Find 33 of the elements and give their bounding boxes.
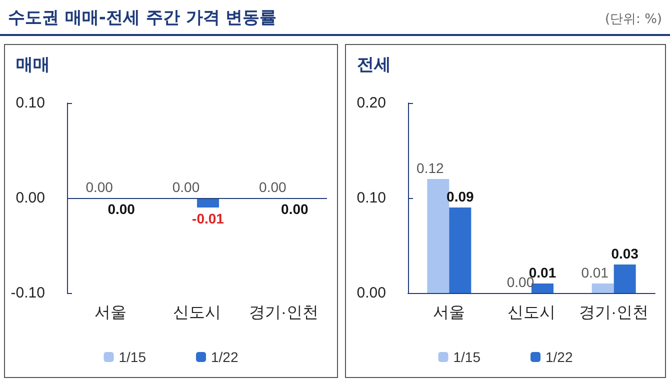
bar — [614, 264, 636, 293]
y-tick-label: 0.00 — [356, 284, 386, 302]
y-tick-label: 0.10 — [16, 94, 45, 112]
x-tick-label: 신도시 — [508, 304, 556, 322]
chart-subtitle: 매매 — [16, 55, 50, 74]
legend-label: 1/22 — [211, 349, 238, 365]
y-tick-label: 0.20 — [356, 94, 386, 112]
data-label: 0.00 — [259, 179, 287, 195]
bar — [592, 284, 614, 293]
data-label: 0.12 — [416, 160, 444, 176]
data-label: -0.01 — [192, 210, 224, 226]
data-label: 0.00 — [281, 201, 309, 217]
x-tick-label: 신도시 — [173, 304, 221, 322]
data-label: 0.09 — [446, 188, 474, 204]
data-label: 0.01 — [581, 264, 609, 280]
data-label: 0.00 — [86, 179, 114, 195]
chart-title: 전세 — [357, 55, 391, 74]
y-tick-label: 0.00 — [16, 190, 45, 206]
text: (단위: %) — [604, 11, 662, 28]
chart-title: 수도권 매매-전세 주간 가격 변동률 — [8, 7, 277, 29]
x-tick-label: 서울 — [94, 304, 126, 322]
legend-label: 1/15 — [118, 349, 146, 365]
data-label: 0.00 — [108, 201, 136, 217]
data-label: 0.03 — [611, 246, 639, 262]
y-tick-label: -0.10 — [10, 284, 45, 302]
x-tick-label: 경기·인천 — [579, 304, 648, 322]
x-tick-label: 서울 — [433, 304, 466, 322]
legend-label: 1/15 — [453, 349, 481, 365]
bar — [449, 208, 472, 293]
data-label: 0.00 — [172, 179, 200, 195]
x-tick-label: 경기·인천 — [249, 304, 318, 322]
y-tick-label: 0.10 — [356, 190, 386, 206]
legend-label: 1/22 — [546, 349, 573, 365]
